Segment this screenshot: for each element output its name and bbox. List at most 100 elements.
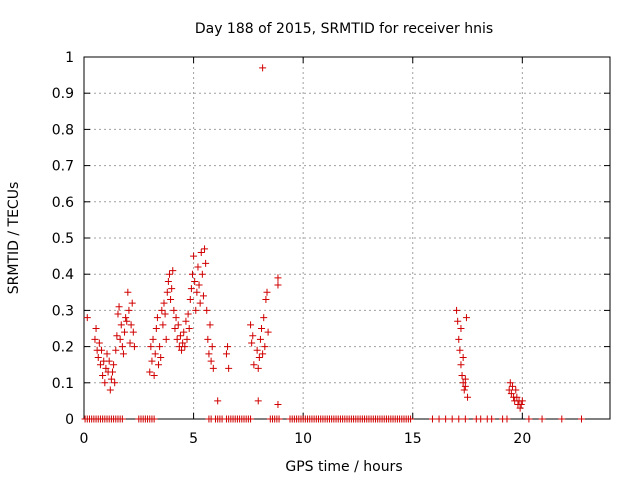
data-point: [158, 306, 166, 314]
data-point-zero: [435, 415, 443, 423]
data-point: [464, 393, 472, 401]
data-point: [170, 306, 178, 314]
data-point: [201, 245, 209, 253]
data-point: [455, 335, 463, 343]
data-point: [112, 346, 120, 354]
y-tick-label: 0.7: [52, 159, 74, 175]
data-point: [128, 299, 136, 307]
data-point-zero: [558, 415, 566, 423]
data-point: [222, 350, 230, 358]
data-point: [129, 328, 137, 336]
data-point-zero: [503, 415, 511, 423]
data-point: [95, 339, 103, 347]
data-point: [191, 277, 199, 285]
data-point: [207, 357, 215, 365]
data-point: [508, 382, 516, 390]
axis-ticks: 00.10.20.30.40.50.60.70.80.910 5 10 15 20: [52, 50, 610, 447]
data-point: [517, 401, 525, 409]
data-point: [263, 288, 271, 296]
data-point: [195, 281, 203, 289]
data-point: [113, 332, 121, 340]
data-point: [149, 335, 157, 343]
data-point: [453, 306, 461, 314]
data-point: [457, 361, 465, 369]
data-point: [513, 393, 521, 401]
data-point: [506, 379, 514, 387]
data-point: [261, 343, 269, 351]
data-point: [101, 379, 109, 387]
data-point: [505, 386, 513, 394]
data-point-zero: [150, 415, 158, 423]
data-point: [108, 368, 116, 376]
data-point: [125, 306, 133, 314]
data-point: [168, 285, 176, 293]
data-point: [155, 361, 163, 369]
data-point-zero: [578, 415, 586, 423]
data-point: [204, 335, 212, 343]
data-point-zero: [488, 415, 496, 423]
data-point-zero: [538, 415, 546, 423]
data-point: [205, 350, 213, 358]
data-point: [169, 267, 177, 275]
data-point: [225, 364, 233, 372]
data-point: [206, 321, 214, 329]
data-point: [98, 346, 106, 354]
data-point: [264, 328, 272, 336]
data-point: [92, 325, 100, 332]
data-point-zero: [448, 415, 456, 423]
x-tick-label: 5: [189, 431, 198, 447]
data-point: [274, 281, 282, 289]
data-point: [181, 343, 189, 351]
data-point: [255, 353, 263, 361]
data-point: [199, 292, 207, 300]
data-point: [167, 296, 175, 304]
data-point: [126, 339, 134, 347]
data-point: [184, 310, 192, 318]
data-point: [224, 343, 232, 351]
data-point: [208, 343, 216, 351]
grid: [84, 57, 610, 419]
data-point: [202, 259, 210, 267]
data-point: [178, 346, 186, 354]
data-point: [459, 379, 467, 387]
data-point: [83, 314, 91, 322]
data-point: [461, 382, 469, 390]
data-point: [254, 364, 262, 372]
data-point: [114, 310, 122, 318]
y-tick-label: 1: [65, 50, 74, 66]
data-point-zero: [275, 415, 283, 423]
data-point: [163, 288, 171, 296]
data-point: [94, 353, 102, 361]
data-point: [146, 368, 154, 376]
data-point: [461, 375, 469, 383]
data-point: [107, 375, 115, 383]
data-point: [182, 317, 190, 325]
data-point: [159, 321, 167, 329]
data-point-zero: [461, 415, 469, 423]
data-point: [259, 350, 267, 358]
plot-frame: [83, 56, 611, 420]
data-point: [512, 386, 520, 394]
data-point: [192, 306, 200, 314]
data-point: [186, 296, 194, 304]
data-point: [518, 397, 526, 405]
data-point: [254, 397, 262, 405]
x-tick-label: 15: [404, 431, 422, 447]
data-point: [174, 321, 182, 329]
data-point: [110, 361, 118, 369]
data-point: [127, 321, 135, 329]
data-point: [150, 372, 158, 380]
y-tick-label: 0.9: [52, 86, 74, 102]
data-point: [259, 64, 267, 72]
data-point: [209, 364, 217, 372]
data-point: [152, 325, 160, 332]
data-point-zero: [428, 415, 436, 423]
data-point-zero: [525, 415, 533, 423]
data-point: [165, 270, 173, 278]
data-point: [161, 310, 169, 318]
data-point-zero: [247, 415, 255, 423]
data-point: [130, 343, 138, 351]
data-point: [180, 328, 188, 336]
data-point-zero: [118, 415, 126, 423]
